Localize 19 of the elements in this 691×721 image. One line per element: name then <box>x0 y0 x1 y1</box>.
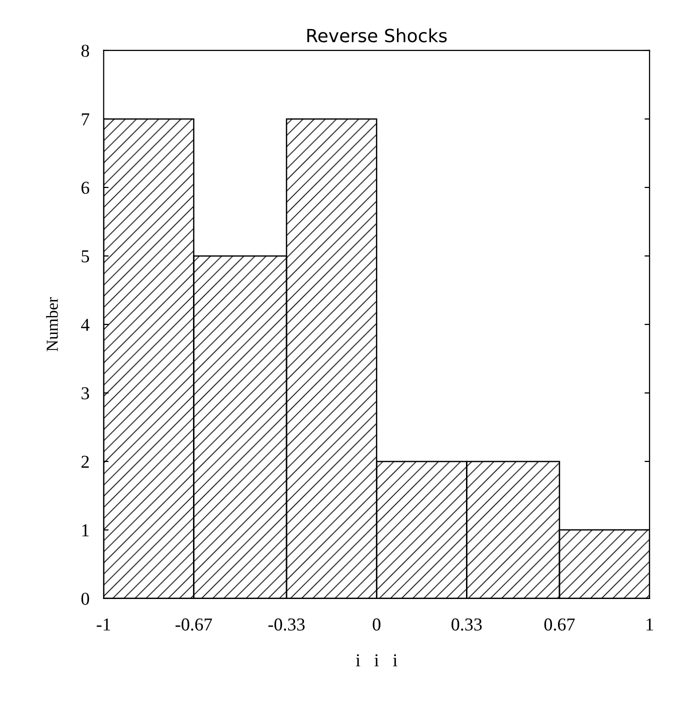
x-axis-title: i i i <box>356 654 398 666</box>
y-tick-label: 4 <box>81 318 90 331</box>
x-tick-label: -0.67 <box>176 618 212 631</box>
y-tick-label: 2 <box>82 456 89 468</box>
x-tick-label: 0.33 <box>452 618 482 631</box>
chart-title: Reverse Shocks <box>307 28 447 42</box>
x-tick-label: -0.33 <box>268 618 305 631</box>
x-tick-label: 0 <box>372 618 380 631</box>
y-tick-label: 7 <box>82 113 90 126</box>
y-tick-label: 3 <box>82 387 90 400</box>
y-tick-label: 5 <box>82 250 90 262</box>
y-tick-label: 6 <box>82 182 90 194</box>
x-tick-label: 0.67 <box>544 618 575 631</box>
y-axis-title: Number <box>46 297 58 352</box>
y-tick-label: 8 <box>81 44 90 57</box>
x-tick-label: 1 <box>646 618 653 630</box>
y-tick-label: 0 <box>81 592 90 605</box>
x-tick-label: -1 <box>96 618 110 630</box>
y-tick-label: 1 <box>82 524 89 536</box>
